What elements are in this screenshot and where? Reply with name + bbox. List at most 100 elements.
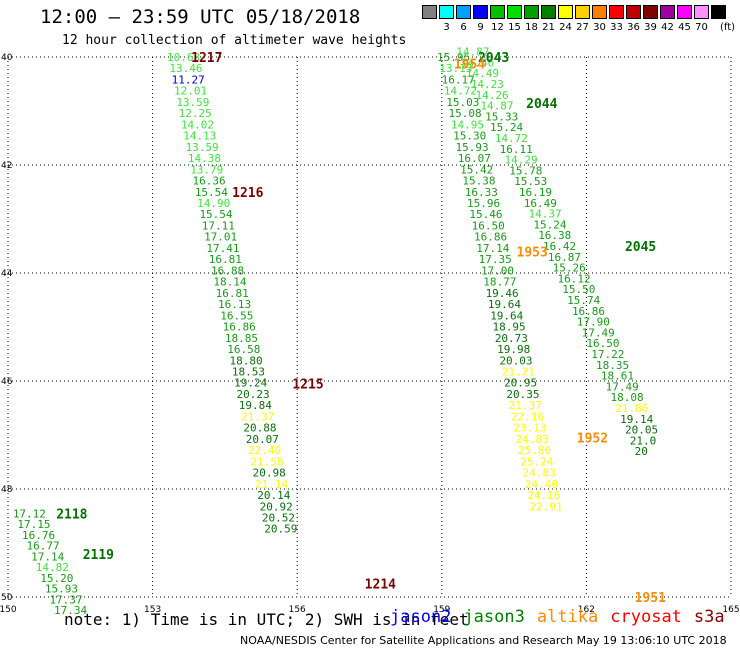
wave-height-value: 15.54: [195, 186, 228, 199]
lat-tick-label: 44: [1, 269, 13, 279]
wave-height-value: 16.86: [223, 321, 256, 334]
track: 10.6313.4611.2712.0113.5912.2514.0214.13…: [167, 51, 297, 536]
wave-height-value: 14.23: [471, 78, 504, 91]
wave-height-value: 16.86: [474, 231, 507, 244]
wave-height-value: 16.12: [557, 272, 590, 285]
scale-swatch: [660, 5, 675, 19]
wave-height-value: 24.16: [527, 489, 560, 502]
scale-unit-label: (ft): [720, 22, 736, 33]
wave-height-value: 13.59: [176, 96, 209, 109]
scale-swatch: [558, 5, 573, 19]
wave-height-value: 10.63: [167, 51, 200, 64]
wave-height-value: 23.13: [513, 422, 546, 435]
wave-height-value: 17.12: [13, 507, 46, 520]
wave-height-value: 18.95: [493, 321, 526, 334]
pass-time-label: 1951: [635, 591, 666, 606]
wave-height-value: 12.25: [179, 107, 212, 120]
pass-time-label: 1217: [191, 51, 222, 66]
wave-height-value: 21.37: [241, 410, 274, 423]
credit-line: NOAA/NESDIS Center for Satellite Applica…: [240, 634, 727, 647]
scale-tick-label: 9: [477, 22, 484, 33]
wave-height-value: 17.01: [204, 231, 237, 244]
scale-tick-label: 36: [627, 22, 640, 33]
scale-swatch: [473, 5, 488, 19]
legend-jason3: jason3: [463, 607, 525, 627]
map-title: 12:00 – 23:59 UTC 05/18/2018: [40, 6, 361, 28]
scale-swatch: [677, 5, 692, 19]
wave-height-value: 15.33: [485, 110, 518, 123]
wave-height-value: 15.50: [562, 283, 595, 296]
wave-height-value: 16.58: [227, 343, 260, 356]
pass-time-label: 1215: [292, 378, 323, 393]
wave-height-value: 22.91: [530, 500, 563, 513]
wave-height-value: 17.14: [31, 550, 64, 563]
wave-height-value: 14.87: [480, 100, 513, 113]
wave-height-value: 17.41: [206, 242, 239, 255]
wave-height-value: 20.92: [260, 500, 293, 513]
wave-height-value: 16.33: [465, 186, 498, 199]
wave-height-value: 16.13: [218, 298, 251, 311]
wave-height-value: 15.74: [567, 294, 600, 307]
wave-height-value: 14.72: [495, 132, 528, 145]
wave-height-value: 15.95: [437, 51, 470, 64]
scale-tick-label: 24: [559, 22, 572, 33]
wave-height-value: 15.24: [490, 121, 523, 134]
wave-height-value: 21.0: [630, 434, 657, 447]
wave-height-value: 15.08: [449, 107, 482, 120]
wave-height-value: 14.49: [466, 67, 499, 80]
wave-height-value: 22.16: [511, 410, 544, 423]
wave-height-value: 15.54: [199, 208, 232, 221]
pass-time-label: 2118: [56, 507, 87, 522]
legend-jason2: jason2: [390, 607, 452, 627]
wave-height-value: 20.14: [257, 489, 290, 502]
wave-height-value: 18.61: [601, 370, 634, 383]
wave-height-value: 20.03: [499, 354, 532, 367]
wave-height-value: 19.24: [234, 377, 267, 390]
wave-height-value: 17.00: [481, 264, 514, 277]
wave-height-value: 16.77: [27, 540, 60, 553]
lat-tick-label: 48: [1, 485, 13, 495]
wave-height-value: 18.14: [213, 276, 246, 289]
legend-cryosat: cryosat: [610, 607, 682, 627]
wave-height-value: 16.19: [519, 186, 552, 199]
wave-height-value: 14.87: [456, 46, 489, 59]
wave-height-value: 20.07: [246, 433, 279, 446]
scale-swatch: [422, 5, 437, 19]
wave-height-value: 22.40: [248, 444, 281, 457]
wave-height-value: 17.49: [606, 380, 639, 393]
pass-time-label: 2043: [478, 51, 509, 66]
axis-tick-labels: 150 153 156 159 162 165 40 42 44 46 48 50: [0, 53, 740, 615]
track: 17.1217.1516.7616.7717.1414.8215.2015.93…: [13, 507, 88, 617]
scale-tick-label: 21: [542, 22, 555, 33]
wave-height-value: 17.34: [54, 604, 87, 617]
scale-tick-label: 15: [508, 22, 521, 33]
satellite-legend: jason2 jason3 altika cryosat s3a: [390, 607, 737, 627]
track: 15.9513.1316.1714.7215.0315.0814.9515.30…: [437, 51, 563, 513]
wave-height-value: 15.93: [455, 141, 488, 154]
satellite-tracks: 10.6313.4611.2712.0113.5912.2514.0214.13…: [13, 46, 658, 617]
wave-height-value: 19.14: [620, 413, 653, 426]
wave-height-value: 18.08: [611, 391, 644, 404]
pass-time-label: 2044: [526, 97, 557, 112]
pass-time-label: 1214: [365, 578, 396, 593]
wave-height-value: 16.07: [458, 152, 491, 165]
wave-height-value: 15.46: [469, 208, 502, 221]
wave-height-value: 21.86: [615, 402, 648, 415]
scale-swatch: [643, 5, 658, 19]
wave-height-value: 18.35: [596, 359, 629, 372]
wave-height-value: 17.15: [17, 518, 50, 531]
pass-time-label: 1952: [577, 432, 608, 447]
scale-swatch: [609, 5, 624, 19]
wave-height-value: 14.90: [197, 197, 230, 210]
wave-height-value: 19.46: [486, 287, 519, 300]
wave-height-value: 16.81: [216, 287, 249, 300]
wave-height-value: 14.29: [504, 154, 537, 167]
wave-height-value: 20.05: [625, 424, 658, 437]
wave-height-value: 15.78: [509, 164, 542, 177]
wave-height-value: 24.40: [525, 478, 558, 491]
wave-height-value: 15.20: [40, 572, 73, 585]
lat-tick-label: 42: [1, 161, 12, 171]
wave-height-value: 16.50: [586, 337, 619, 350]
